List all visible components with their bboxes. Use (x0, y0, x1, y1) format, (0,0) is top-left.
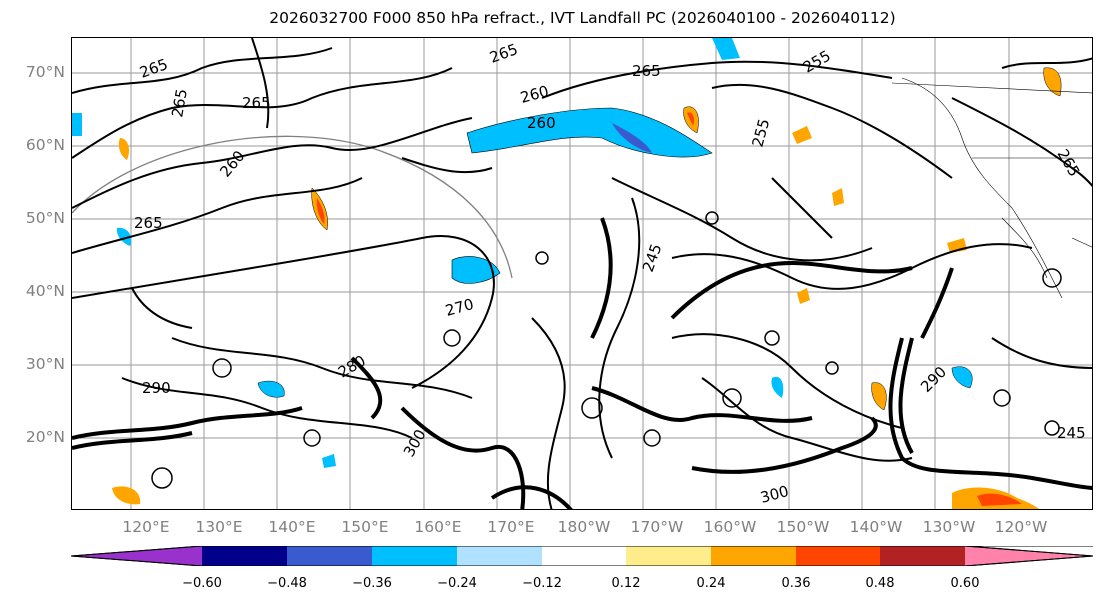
lon-label: 170°W (630, 518, 684, 536)
coastline (891, 77, 1092, 299)
contour-label: 290 (142, 379, 171, 397)
contour-label: 260 (518, 82, 550, 107)
colorbar-swatch (457, 546, 542, 566)
colorbar-tick-label: −0.60 (182, 576, 222, 591)
colorbar-tick-label: −0.48 (267, 576, 307, 591)
colorbar-swatch (372, 546, 457, 566)
lon-label: 180°W (557, 518, 611, 536)
colorbar-tick-label: −0.24 (437, 576, 477, 591)
lon-label: 120°W (994, 518, 1048, 536)
lon-label: 160°E (414, 518, 462, 536)
colorbar-swatch (542, 546, 626, 566)
colorbar-tick-label: 0.12 (611, 576, 641, 591)
contour-label: 265 (632, 62, 661, 80)
contour-label: 265 (134, 214, 163, 232)
contour-label: 245 (1057, 424, 1086, 442)
lat-label: 40°N (25, 282, 65, 300)
colorbar-tick-label: 0.24 (696, 576, 726, 591)
figure-title: 2026032700 F000 850 hPa refract., IVT La… (269, 9, 896, 27)
contour-label: 290 (917, 363, 950, 396)
contour-label: 260 (527, 114, 556, 132)
colorbar-extend-max (965, 546, 1093, 566)
contour-label: 255 (800, 47, 834, 77)
colorbar-extend-min (71, 546, 202, 566)
colorbar-swatch (287, 546, 372, 566)
colorbar-swatch (202, 546, 287, 566)
contour-label: 265 (242, 94, 271, 112)
lat-label: 30°N (25, 355, 65, 373)
lon-label: 140°W (849, 518, 903, 536)
colorbar-tick-label: −0.12 (522, 576, 562, 591)
lon-label: 150°E (341, 518, 389, 536)
contour-label: 300 (758, 482, 790, 507)
lon-label: 130°W (922, 518, 976, 536)
contour-label: 265 (487, 40, 520, 67)
colorbar-tick-label: 0.48 (865, 576, 895, 591)
lat-label: 70°N (25, 63, 65, 81)
lon-label: 130°E (195, 518, 243, 536)
lon-label: 160°W (703, 518, 757, 536)
refractivity-contours (72, 38, 1092, 509)
lat-label: 60°N (25, 136, 65, 154)
colorbar-tick-label: −0.36 (352, 576, 392, 591)
contour-label: 265 (168, 87, 191, 118)
colorbar-tick-label: 0.36 (781, 576, 811, 591)
ivt-shading (72, 38, 1062, 509)
contour-label: 265 (1054, 146, 1084, 180)
graticule (72, 38, 1092, 509)
lon-label: 170°E (487, 518, 535, 536)
lon-label: 140°E (268, 518, 316, 536)
lon-label: 150°W (776, 518, 830, 536)
contour-label: 260 (216, 147, 248, 181)
colorbar-tick-label: 0.60 (950, 576, 980, 591)
colorbar-swatch (796, 546, 880, 566)
lat-label: 50°N (25, 209, 65, 227)
lon-label: 120°E (122, 518, 170, 536)
lat-label: 20°N (25, 428, 65, 446)
colorbar (71, 546, 1094, 566)
map-panel: 265 265 265 265 260 265 260 255 255 265 … (71, 37, 1093, 510)
colorbar-swatch (711, 546, 796, 566)
contour-label: 265 (137, 55, 170, 82)
colorbar-swatch (880, 546, 965, 566)
dense-contour-bands (72, 217, 1092, 509)
contour-label: 270 (443, 295, 475, 320)
contour-label: 255 (748, 117, 773, 149)
small-contour-cells (151, 211, 1062, 489)
colorbar-swatch (626, 546, 711, 566)
map-canvas: 265 265 265 265 260 265 260 255 255 265 … (72, 38, 1092, 509)
